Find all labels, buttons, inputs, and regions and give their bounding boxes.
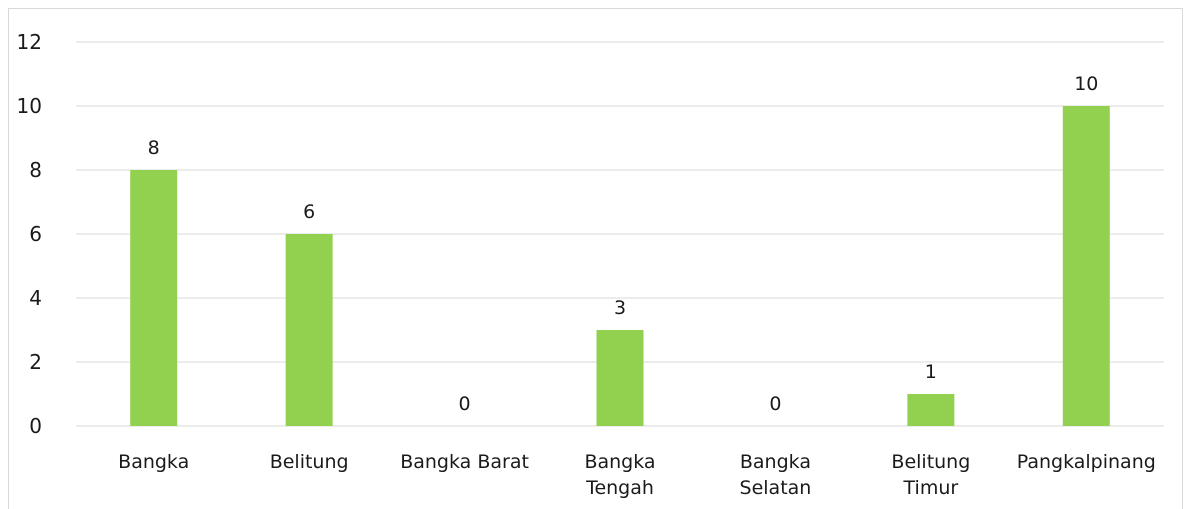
y-axis-ticks: 0 2 4 6 8 10 12: [17, 30, 42, 438]
bar: [285, 234, 333, 426]
y-tick-label: 6: [29, 222, 42, 246]
y-tick-label: 12: [17, 30, 42, 54]
y-tick-label: 0: [29, 414, 42, 438]
bars: [130, 106, 1110, 426]
y-tick-label: 4: [29, 286, 42, 310]
category-label: Bangka: [118, 451, 189, 473]
category-label: Bangka Barat: [400, 451, 529, 473]
bar: [907, 394, 955, 426]
bar: [130, 170, 178, 426]
x-axis-categories: Bangka Belitung Bangka Barat Bangka Tengah Ba…: [118, 451, 1156, 499]
category-label: Bangka Tengah: [584, 451, 655, 499]
y-tick-label: 2: [29, 350, 42, 374]
category-label: Pangkalpinang: [1017, 451, 1156, 473]
data-label: 1: [925, 361, 937, 383]
data-labels: 8 6 0 3 0 1 10: [148, 73, 1099, 415]
bar: [1062, 106, 1110, 426]
data-label: 0: [769, 393, 781, 415]
category-label: Belitung: [270, 451, 349, 473]
data-label: 0: [459, 393, 471, 415]
data-label: 10: [1074, 73, 1098, 95]
data-label: 3: [614, 297, 626, 319]
y-tick-label: 10: [17, 94, 42, 118]
category-label: Belitung Timur: [891, 451, 970, 499]
bar: [596, 330, 644, 426]
data-label: 8: [148, 137, 160, 159]
category-label: Bangka Selatan: [740, 451, 812, 499]
data-label: 6: [303, 201, 315, 223]
y-tick-label: 8: [29, 158, 42, 182]
